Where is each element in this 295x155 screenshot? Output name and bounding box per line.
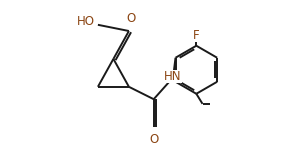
Text: O: O — [149, 133, 158, 146]
Text: O: O — [127, 12, 136, 25]
Text: F: F — [193, 29, 200, 42]
Text: HN: HN — [164, 70, 182, 83]
Text: HO: HO — [76, 15, 94, 28]
